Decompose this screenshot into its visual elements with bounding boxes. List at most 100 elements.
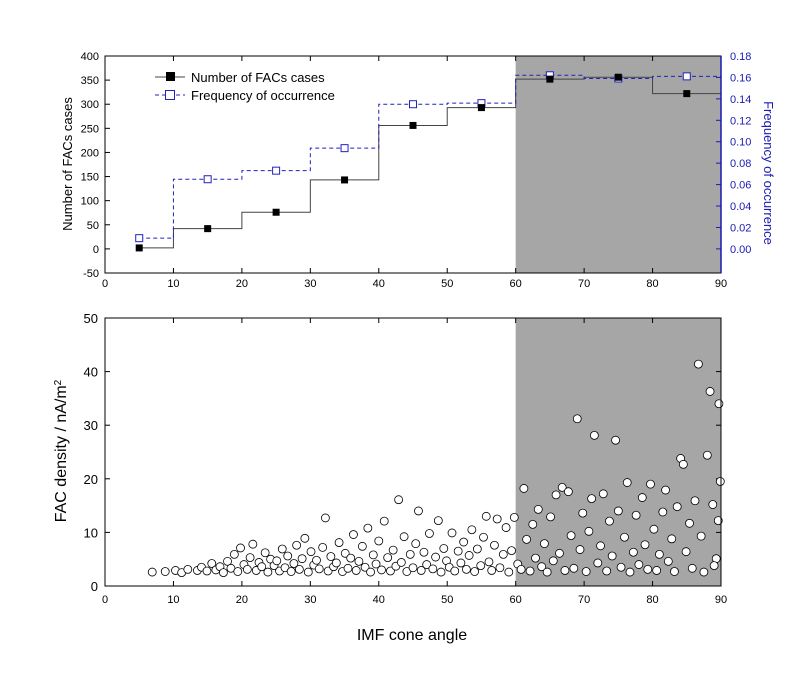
scatter-points [147,359,725,577]
data-point [450,566,460,576]
top-y2-tick-label: 0.10 [730,137,751,149]
data-point [351,566,361,575]
data-point [411,539,421,549]
data-point [640,540,650,550]
data-point [631,510,641,520]
data-point [422,560,432,569]
data-point [557,482,567,492]
data-point [202,566,212,576]
data-point [589,430,599,440]
data-point [566,531,576,541]
data-point [678,459,688,469]
data-point [575,545,585,554]
data-point [605,516,614,526]
cases-marker [409,121,417,129]
data-point [272,556,282,566]
top-markers [135,71,691,252]
top-x-tick-label: 90 [715,278,727,290]
top-y-tick-label: 300 [81,99,99,111]
data-point [467,525,477,535]
frequency-marker [272,166,281,175]
data-point [593,558,603,568]
data-point [470,567,480,576]
data-point [147,567,157,577]
data-point [479,532,488,542]
data-point [537,562,547,572]
data-point [160,567,170,576]
data-point [260,548,270,558]
data-point [661,485,670,495]
data-point [245,553,255,562]
data-point [690,496,700,506]
data-point [183,564,193,574]
data-point [501,523,511,532]
data-point [456,558,466,568]
bottom-x-tick-label: 80 [646,594,658,606]
data-point [242,564,252,574]
data-point [713,516,723,526]
data-point [439,544,449,553]
data-point [320,513,330,523]
data-point [699,567,709,577]
data-point [294,564,304,574]
data-point [487,566,497,575]
top-x-tick-label: 10 [167,278,179,290]
top-x-tick-label: 50 [441,278,453,290]
data-point [433,516,443,526]
bottom-y-tick-label: 20 [84,472,98,487]
data-point [616,562,626,572]
data-point [476,561,486,571]
data-point [416,566,426,575]
data-point [484,557,494,567]
top-y-tick-label: 200 [81,147,99,159]
data-point [569,563,579,573]
data-point [219,568,228,577]
data-point [472,544,482,554]
data-point [533,504,543,514]
data-point [715,477,725,486]
bottom-axis-ticks: 0 10 20 30 40 50 60 70 80 90 0 10 20 30 40 50 [84,311,728,606]
cases-marker [204,225,212,233]
data-point [670,567,679,576]
cases-marker [477,104,485,112]
frequency-marker [409,100,417,109]
top-chart-panel: 0 10 20 30 40 50 60 70 80 90-50050100150200250300… [60,51,776,290]
data-point [540,539,549,549]
data-point [498,549,508,559]
data-point [399,532,409,542]
data-point [263,567,273,577]
data-point [687,563,697,573]
top-y-tick-label: 100 [81,196,99,208]
data-point [377,565,386,575]
data-point [286,567,296,576]
data-point [525,566,535,576]
top-y2-tick-label: 0.06 [730,180,751,192]
data-point [663,556,673,566]
data-point [546,512,555,522]
data-point [598,489,608,499]
bottom-y-axis-label: FAC density / nA/m2 [53,379,71,522]
data-point [383,553,393,562]
bottom-x-tick-label: 70 [578,594,590,606]
bottom-x-axis-label: IMF cone angle [357,627,467,644]
legend-label-frequency: Frequency of occurrence [191,88,335,103]
data-point [360,562,370,572]
data-point [702,450,712,460]
legend-marker-frequency [165,90,175,100]
data-point [464,551,474,560]
top-y-tick-label: 50 [87,220,99,232]
data-point [685,518,694,528]
frequency-marker [203,175,212,184]
data-point [292,540,302,550]
data-point [602,566,612,576]
top-y2-tick-label: 0.00 [730,244,751,256]
data-point [236,543,245,553]
data-point [343,563,353,573]
bottom-y-axis-label-text: FAC density / nA/m [53,385,70,522]
data-point [414,506,423,516]
data-point [357,541,367,551]
top-x-tick-label: 60 [510,278,522,290]
data-point [709,561,719,571]
bottom-chart-panel: 0 10 20 30 40 50 60 70 80 90 0 10 20 30 40 50 IMF cone … [53,311,728,644]
data-point [461,564,471,574]
